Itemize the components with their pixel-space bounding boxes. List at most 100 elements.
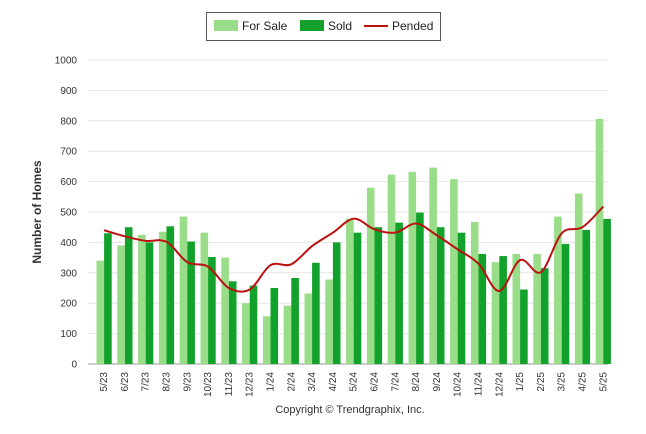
x-tick-label: 2/24 [286, 372, 297, 392]
bar-sold [561, 243, 570, 364]
bar-for-sale [179, 216, 188, 364]
x-tick-label: 6/24 [370, 372, 381, 392]
bar-sold [187, 241, 195, 364]
bar-for-sale [512, 253, 521, 364]
x-tick-label: 2/25 [536, 372, 547, 392]
y-tick-label: 600 [60, 177, 77, 188]
bar-for-sale [346, 218, 354, 364]
bar-sold [166, 226, 175, 364]
x-tick-label: 12/24 [494, 372, 505, 397]
x-tick-label: 7/23 [141, 372, 152, 392]
bar-sold [124, 227, 133, 364]
bar-for-sale [325, 279, 333, 364]
y-axis-title: Number of Homes [30, 160, 44, 264]
y-axis-tick-labels: 0 100 200 300 400 500 600 700 800 900 1000 [55, 56, 78, 371]
x-tick-label: 11/23 [224, 372, 235, 397]
bar-sold [582, 229, 591, 364]
bar-sold [353, 232, 362, 364]
x-tick-label: 12/23 [245, 372, 256, 397]
x-tick-label: 6/23 [120, 372, 131, 392]
bar-sold [395, 222, 403, 364]
x-tick-label: 4/25 [578, 372, 589, 392]
x-tick-label: 5/23 [99, 372, 110, 392]
legend-swatch-sold [300, 20, 324, 31]
bar-for-sale [221, 257, 229, 364]
bar-sold [374, 227, 383, 364]
y-tick-label: 700 [60, 147, 77, 158]
x-tick-label: 8/24 [411, 372, 422, 392]
bar-sold [291, 277, 299, 364]
bar-for-sale [470, 222, 479, 364]
x-tick-label: 3/25 [557, 372, 568, 392]
y-tick-label: 100 [60, 329, 77, 340]
bar-for-sale [242, 303, 250, 364]
bar-for-sale [429, 167, 437, 364]
bar-for-sale [491, 262, 500, 364]
y-tick-label: 500 [60, 208, 77, 219]
bar-for-sale [283, 305, 292, 364]
bar-for-sale [138, 234, 146, 364]
bar-sold [457, 232, 466, 364]
bar-for-sale [158, 231, 167, 364]
bar-for-sale [200, 232, 209, 364]
bar-for-sale [450, 179, 458, 364]
legend-label-for-sale: For Sale [242, 19, 288, 33]
x-tick-label: 1/24 [266, 372, 277, 392]
bar-sold [416, 212, 424, 364]
y-tick-label: 0 [71, 360, 77, 371]
bar-for-sale [366, 187, 375, 364]
pended-line-path [103, 205, 605, 293]
y-tick-label: 200 [60, 299, 77, 310]
pended-line [103, 205, 605, 293]
x-tick-label: 7/24 [390, 372, 401, 392]
bar-sold [520, 289, 528, 364]
x-tick-label: 10/23 [203, 372, 214, 397]
y-tick-label: 800 [60, 116, 77, 127]
x-tick-label: 9/23 [182, 372, 193, 392]
bar-for-sale [554, 216, 562, 364]
bar-sold [312, 262, 320, 364]
x-tick-label: 9/24 [432, 372, 443, 392]
x-tick-label: 11/24 [474, 372, 485, 397]
bar-sold [478, 253, 487, 364]
x-tick-label: 5/24 [349, 372, 360, 392]
bar-sold [332, 242, 341, 364]
x-tick-label: 10/24 [453, 372, 464, 397]
legend-label-sold: Sold [328, 19, 352, 33]
bar-for-sale [408, 171, 417, 364]
bar-for-sale [304, 293, 313, 364]
legend: For Sale Sold Pended [206, 12, 441, 41]
bar-sold [208, 256, 216, 364]
x-tick-label: 5/25 [598, 372, 609, 392]
bar-sold [270, 288, 279, 364]
legend-label-pended: Pended [392, 19, 433, 33]
bar-for-sale [533, 253, 541, 364]
y-tick-label: 300 [60, 268, 77, 279]
x-axis-tick-labels: 5/23 6/23 7/23 8/23 9/23 10/23 11/23 12/23 1/24 2… [99, 372, 609, 397]
x-tick-label: 4/24 [328, 372, 339, 392]
bar-for-sale [262, 316, 271, 364]
bar-for-sale [387, 174, 396, 364]
bar-sold [540, 268, 549, 364]
bar-sold [145, 242, 154, 364]
bar-sold [436, 227, 445, 364]
copyright-credit: Copyright © Trendgraphix, Inc. [275, 404, 424, 416]
bars [96, 118, 611, 364]
y-tick-label: 900 [60, 86, 77, 97]
bar-sold [104, 233, 112, 364]
bar-for-sale [117, 245, 125, 364]
bar-sold [603, 218, 611, 364]
bar-for-sale [574, 193, 583, 364]
bar-sold [499, 256, 507, 364]
bar-for-sale [96, 260, 105, 364]
x-tick-label: 3/24 [307, 372, 318, 392]
bar-sold [249, 285, 258, 364]
y-tick-label: 400 [60, 238, 77, 249]
bar-sold [228, 281, 237, 364]
x-tick-label: 8/23 [162, 372, 173, 392]
y-tick-label: 1000 [55, 56, 78, 67]
x-tick-label: 1/25 [515, 372, 526, 392]
legend-swatch-for-sale [214, 20, 238, 31]
bar-for-sale [595, 118, 604, 364]
